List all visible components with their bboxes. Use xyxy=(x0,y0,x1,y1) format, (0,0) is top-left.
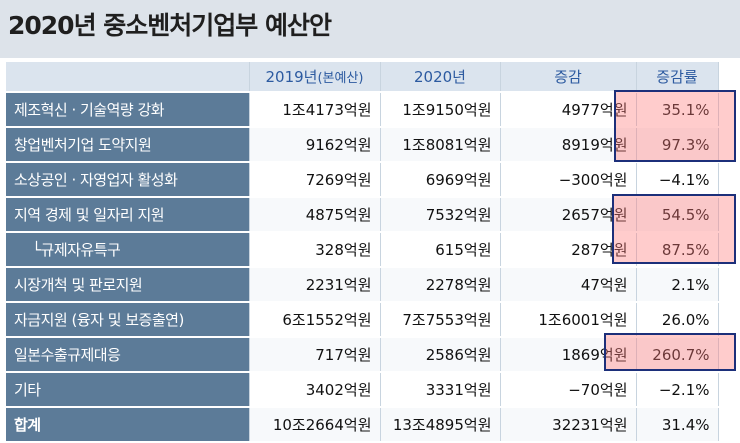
cell-rate: 26.0% xyxy=(636,302,719,338)
cell-2019: 717억원 xyxy=(249,337,381,373)
cell-2019: 9162억원 xyxy=(249,127,381,163)
cell-change: 32231억원 xyxy=(500,407,637,443)
cell-2019: 6조1552억원 xyxy=(249,302,381,338)
cell-rate: −2.1% xyxy=(636,372,719,408)
cell-rate: 97.3% xyxy=(636,127,719,163)
cell-change: 4977억원 xyxy=(500,92,637,128)
cell-change: 287억원 xyxy=(500,232,637,268)
cell-rate: 31.4% xyxy=(636,407,719,443)
cell-rate: 2.1% xyxy=(636,267,719,303)
cell-2019: 4875억원 xyxy=(249,197,381,233)
table-row: 창업벤처기업 도약지원 9162억원 1조8081억원 8919억원 97.3% xyxy=(6,127,719,163)
row-label: 시장개척 및 판로지원 xyxy=(6,267,250,303)
table-row: └규제자유특구 328억원 615억원 287억원 87.5% xyxy=(6,232,719,268)
cell-rate: 260.7% xyxy=(636,337,719,373)
table-row: 시장개척 및 판로지원 2231억원 2278억원 47억원 2.1% xyxy=(6,267,719,303)
cell-change: 1869억원 xyxy=(500,337,637,373)
table-row: 지역 경제 및 일자리 지원 4875억원 7532억원 2657억원 54.5… xyxy=(6,197,719,233)
table-row: 제조혁신 · 기술역량 강화 1조4173억원 1조9150억원 4977억원 … xyxy=(6,92,719,128)
cell-change: 1조6001억원 xyxy=(500,302,637,338)
cell-2020: 2278억원 xyxy=(380,267,501,303)
cell-2020: 3331억원 xyxy=(380,372,501,408)
row-label: 소상공인 · 자영업자 활성화 xyxy=(6,162,250,198)
table-header-row: 2019년(본예산) 2020년 증감 증감률 xyxy=(6,62,719,93)
title-band xyxy=(0,0,740,58)
budget-table: 2019년(본예산) 2020년 증감 증감률 제조혁신 · 기술역량 강화 1… xyxy=(6,62,719,443)
header-2019-label: 2019년 xyxy=(265,68,318,86)
row-label: 합계 xyxy=(6,407,250,443)
cell-change: −70억원 xyxy=(500,372,637,408)
cell-change: 47억원 xyxy=(500,267,637,303)
header-category xyxy=(6,62,250,93)
cell-2020: 7조7553억원 xyxy=(380,302,501,338)
header-2020: 2020년 xyxy=(380,62,501,93)
cell-2019: 2231억원 xyxy=(249,267,381,303)
cell-2020: 7532억원 xyxy=(380,197,501,233)
cell-rate: 87.5% xyxy=(636,232,719,268)
row-label: 지역 경제 및 일자리 지원 xyxy=(6,197,250,233)
cell-rate: −4.1% xyxy=(636,162,719,198)
table-row: 소상공인 · 자영업자 활성화 7269억원 6969억원 −300억원 −4.… xyxy=(6,162,719,198)
row-label: 기타 xyxy=(6,372,250,408)
cell-rate: 35.1% xyxy=(636,92,719,128)
cell-2019: 328억원 xyxy=(249,232,381,268)
cell-2020: 1조8081억원 xyxy=(380,127,501,163)
page-title: 2020년 중소벤처기업부 예산안 xyxy=(8,11,332,40)
table-row-total: 합계 10조2664억원 13조4895억원 32231억원 31.4% xyxy=(6,407,719,443)
cell-2020: 6969억원 xyxy=(380,162,501,198)
header-rate: 증감률 xyxy=(636,62,719,93)
row-label: 창업벤처기업 도약지원 xyxy=(6,127,250,163)
cell-rate: 54.5% xyxy=(636,197,719,233)
header-2019-note: (본예산) xyxy=(317,71,364,86)
row-label: └규제자유특구 xyxy=(6,232,250,268)
cell-2020: 615억원 xyxy=(380,232,501,268)
cell-2019: 1조4173억원 xyxy=(249,92,381,128)
table-row: 기타 3402억원 3331억원 −70억원 −2.1% xyxy=(6,372,719,408)
header-change: 증감 xyxy=(500,62,637,93)
row-label: 일본수출규제대응 xyxy=(6,337,250,373)
cell-2019: 10조2664억원 xyxy=(249,407,381,443)
header-2019: 2019년(본예산) xyxy=(249,62,381,93)
cell-change: 8919억원 xyxy=(500,127,637,163)
cell-2019: 7269억원 xyxy=(249,162,381,198)
cell-2020: 2586억원 xyxy=(380,337,501,373)
cell-2020: 13조4895억원 xyxy=(380,407,501,443)
row-label: 제조혁신 · 기술역량 강화 xyxy=(6,92,250,128)
cell-change: 2657억원 xyxy=(500,197,637,233)
table-row: 일본수출규제대응 717억원 2586억원 1869억원 260.7% xyxy=(6,337,719,373)
cell-2020: 1조9150억원 xyxy=(380,92,501,128)
cell-2019: 3402억원 xyxy=(249,372,381,408)
table-row: 자금지원 (융자 및 보증출연) 6조1552억원 7조7553억원 1조600… xyxy=(6,302,719,338)
row-label: 자금지원 (융자 및 보증출연) xyxy=(6,302,250,338)
cell-change: −300억원 xyxy=(500,162,637,198)
